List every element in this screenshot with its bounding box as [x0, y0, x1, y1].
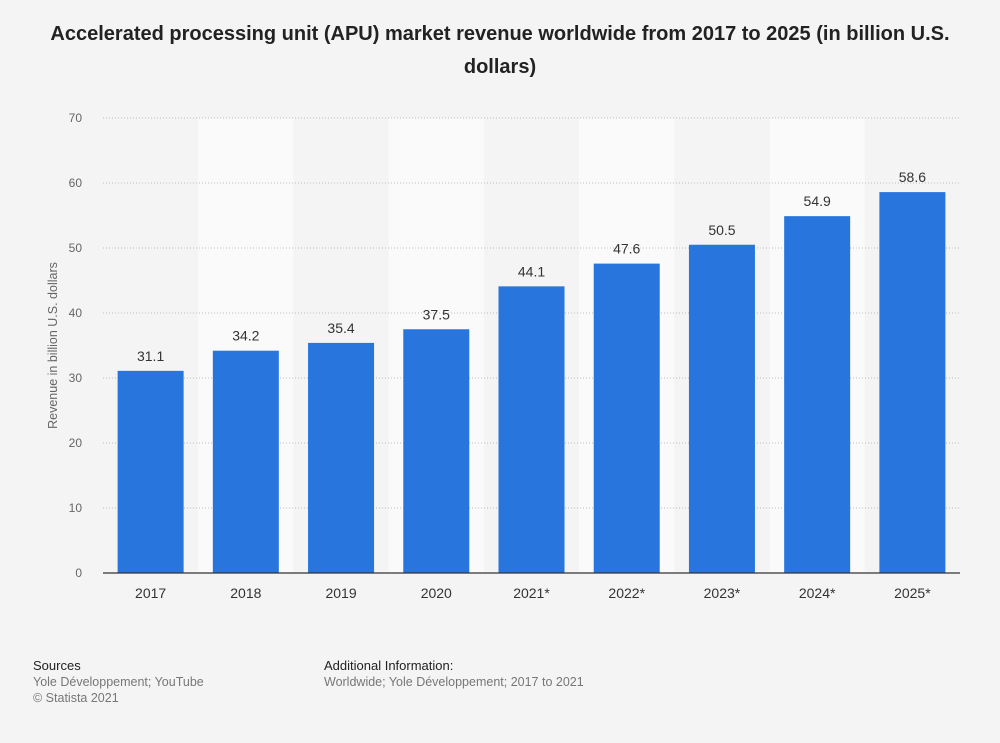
- data-label: 37.5: [423, 306, 450, 322]
- bar[interactable]: [212, 350, 279, 573]
- x-tick-label: 2024*: [799, 585, 836, 601]
- x-tick-label: 2025*: [894, 585, 931, 601]
- y-tick-label: 40: [69, 306, 83, 320]
- sources-block: Sources Yole Développement; YouTube © St…: [33, 658, 204, 706]
- data-label: 34.2: [232, 328, 259, 344]
- data-label: 47.6: [613, 241, 640, 257]
- sources-text: Yole Développement; YouTube: [33, 675, 204, 689]
- bar[interactable]: [308, 342, 375, 573]
- x-axis-ticks: 2017 2018 2019 2020 2021* 2022* 2023* 2024* 2025…: [135, 585, 931, 601]
- x-tick-label: 2020: [421, 585, 452, 601]
- additional-info-heading[interactable]: Additional Information:: [324, 658, 454, 673]
- y-tick-label: 10: [69, 501, 83, 515]
- y-tick-label: 30: [69, 371, 83, 385]
- x-tick-label: 2022*: [608, 585, 645, 601]
- x-tick-label: 2017: [135, 585, 166, 601]
- bar[interactable]: [593, 263, 660, 573]
- data-label: 50.5: [708, 222, 735, 238]
- bar[interactable]: [498, 286, 565, 573]
- y-tick-label: 60: [69, 176, 83, 190]
- y-axis-label: Revenue in billion U.S. dollars: [46, 262, 60, 429]
- y-axis-ticks: 0 10 20 30 40 50 60 70: [69, 111, 83, 580]
- additional-info-block: Additional Information: Worldwide; Yole …: [324, 658, 584, 690]
- sources-heading[interactable]: Sources: [33, 658, 81, 673]
- data-label: 31.1: [137, 348, 164, 364]
- x-tick-label: 2023*: [704, 585, 741, 601]
- bar[interactable]: [688, 244, 755, 573]
- x-tick-label: 2019: [325, 585, 356, 601]
- x-tick-label: 2018: [230, 585, 261, 601]
- bars: [117, 192, 946, 573]
- bar[interactable]: [879, 192, 946, 573]
- bar[interactable]: [117, 370, 184, 573]
- data-label: 44.1: [518, 263, 545, 279]
- bar[interactable]: [403, 329, 470, 573]
- y-tick-label: 20: [69, 436, 83, 450]
- copyright-text: © Statista 2021: [33, 691, 119, 705]
- bar[interactable]: [784, 216, 851, 573]
- y-tick-label: 70: [69, 111, 83, 125]
- chart-title: Accelerated processing unit (APU) market…: [50, 23, 950, 78]
- y-tick-label: 50: [69, 241, 83, 255]
- additional-info-text: Worldwide; Yole Développement; 2017 to 2…: [324, 675, 584, 689]
- y-tick-label: 0: [75, 566, 82, 580]
- x-tick-label: 2021*: [513, 585, 550, 601]
- data-label: 58.6: [899, 169, 926, 185]
- data-label: 35.4: [327, 320, 354, 336]
- data-labels: 31.1 34.2 35.4 37.5 44.1 47.6 50.5 54.9 58.6: [137, 169, 926, 364]
- data-label: 54.9: [804, 193, 831, 209]
